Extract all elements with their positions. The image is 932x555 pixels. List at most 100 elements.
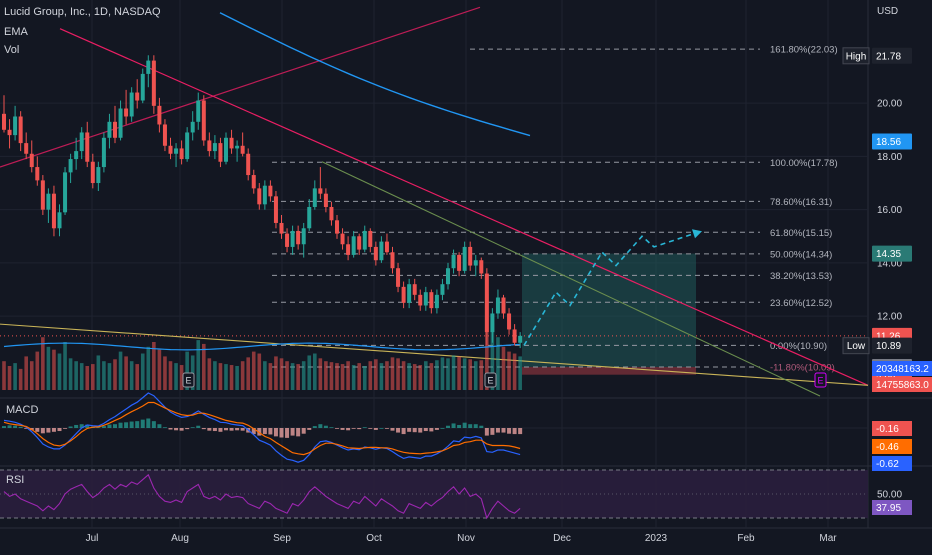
volume-bar	[274, 356, 278, 390]
macd-label[interactable]: MACD	[6, 404, 39, 416]
macd-histogram-bar	[151, 421, 156, 428]
candle-body	[224, 137, 228, 162]
volume-bar	[451, 355, 456, 390]
macd-histogram-bar	[495, 428, 500, 433]
macd-histogram-bar	[207, 428, 212, 431]
macd-histogram-bar	[96, 427, 101, 429]
volume-bar	[512, 353, 517, 390]
volume-bar	[57, 353, 62, 390]
candlesticks	[2, 55, 523, 349]
volume-bar	[74, 361, 78, 390]
candle-body	[390, 252, 395, 269]
candle-body	[285, 233, 290, 247]
volume-bar	[418, 365, 423, 390]
price-badge-label: 14.35	[876, 249, 901, 260]
macd-histogram-bar	[101, 426, 106, 428]
volume-bar	[385, 361, 389, 390]
price-badge	[872, 133, 912, 150]
volume-bar	[379, 363, 384, 390]
volume-badge	[872, 377, 932, 392]
macd-histogram-bar	[418, 428, 423, 433]
candle-body	[429, 292, 434, 309]
macd-histogram-bar	[174, 428, 179, 431]
volume-bar	[207, 358, 212, 390]
macd-histogram-bar	[68, 426, 73, 428]
macd-histogram-bar	[401, 428, 406, 435]
macd-histogram-bar	[307, 428, 312, 430]
candle-body	[296, 230, 301, 245]
volume-bar	[424, 361, 428, 390]
price-badge	[872, 47, 912, 64]
candle-body	[140, 73, 145, 101]
candle-body	[434, 294, 439, 309]
macd-histogram-bar	[373, 428, 378, 430]
macd-histogram-bar	[2, 426, 6, 428]
candle-body	[418, 294, 423, 306]
candle-body	[484, 273, 489, 333]
rsi-pane	[0, 469, 868, 520]
volume-bar	[202, 343, 206, 390]
candle-body	[479, 260, 484, 274]
price-badge-label: 11.26	[876, 331, 901, 342]
macd-histogram-bar	[190, 427, 195, 429]
candle-body	[312, 188, 317, 207]
volume-bar	[301, 361, 306, 390]
volume-bar	[479, 360, 484, 390]
candle-body	[212, 143, 217, 152]
volume-badge-label: 14755863.0	[876, 380, 929, 391]
candle-body	[63, 172, 68, 213]
candle-body	[2, 113, 6, 130]
volume-bar	[18, 368, 23, 390]
vol-legend[interactable]: Vol	[4, 44, 20, 56]
macd-histogram-bar	[240, 428, 245, 431]
earnings-marker-label: E	[185, 376, 191, 386]
candle-body	[318, 188, 323, 194]
price-badge	[872, 245, 912, 262]
candle-body	[85, 132, 90, 162]
volume-bar	[157, 349, 162, 390]
candle-body	[273, 196, 278, 223]
price-badge-label: 18.56	[876, 137, 901, 148]
fib-level-label: -11.80%(10.09)	[770, 362, 835, 373]
macd-histogram-bar	[113, 424, 117, 428]
candle-body	[207, 140, 212, 152]
ema-line	[219, 12, 531, 137]
macd-histogram-bar	[74, 424, 79, 428]
candle-body	[201, 100, 206, 141]
candle-body	[101, 137, 106, 168]
macd-histogram-bar	[462, 422, 467, 428]
macd-histogram-bar	[501, 428, 506, 433]
y-tick-label: 18.00	[877, 152, 902, 163]
macd-histogram-bar	[63, 428, 68, 429]
rsi-label[interactable]: RSI	[6, 474, 25, 486]
candle-body	[18, 116, 23, 144]
volume-bar	[235, 366, 239, 390]
symbol-title[interactable]: Lucid Group, Inc., 1D, NASDAQ	[4, 6, 161, 18]
volume-bar	[224, 364, 228, 390]
volume-bar	[374, 359, 378, 390]
macd-histogram-bar	[429, 428, 434, 432]
candle-body	[68, 159, 73, 173]
macd-histogram-bar	[407, 428, 412, 432]
macd-histogram-bar	[18, 426, 23, 428]
volume-bar	[52, 349, 56, 390]
candle-body	[440, 284, 445, 295]
ema-legend[interactable]: EMA	[4, 26, 28, 38]
fib-level-label: 50.00%(14.34)	[770, 249, 832, 260]
macd-histogram-bar	[157, 424, 162, 428]
macd-histogram-bar	[346, 428, 351, 431]
candle-body	[240, 145, 245, 154]
x-tick-label: Feb	[737, 533, 755, 544]
macd-histogram-bar	[434, 428, 439, 430]
volume-bar	[24, 356, 28, 390]
volume-bar	[79, 363, 84, 390]
macd-histogram-bar	[212, 428, 217, 432]
volume-bar	[113, 359, 117, 390]
macd-histogram-bar	[7, 425, 12, 428]
macd-histogram-bar	[51, 428, 56, 432]
candle-body	[24, 143, 29, 154]
currency-label: USD	[877, 6, 899, 17]
candle-body	[107, 121, 112, 138]
